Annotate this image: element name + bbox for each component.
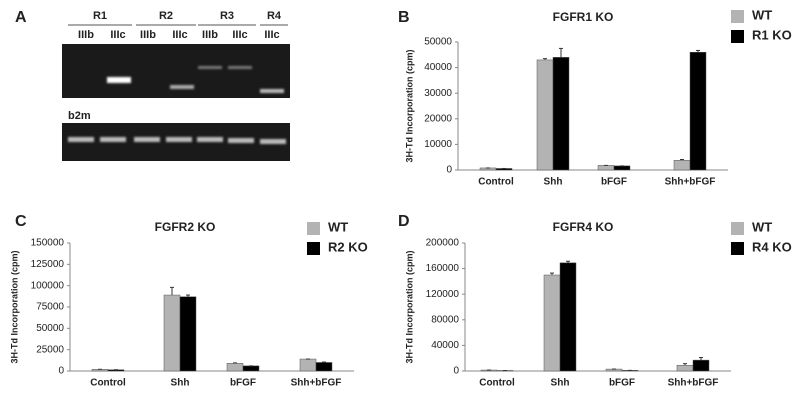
legend-swatch xyxy=(731,10,744,23)
bar xyxy=(673,160,691,171)
panel-label: C xyxy=(15,213,27,230)
chart-title: FGFR4 KO xyxy=(553,220,614,234)
y-tick-label: 125000 xyxy=(31,259,65,270)
bar xyxy=(676,364,694,372)
legend-swatch xyxy=(731,242,744,255)
x-tick-label: bFGF xyxy=(230,378,256,389)
legend-swatch xyxy=(731,222,744,235)
bar xyxy=(536,59,554,171)
band xyxy=(260,89,284,93)
y-tick-label: 160000 xyxy=(426,263,460,274)
panel-label: A xyxy=(15,9,27,26)
lane-label: IIIb xyxy=(140,29,156,41)
legend-label: WT xyxy=(752,219,772,234)
band xyxy=(100,137,126,142)
x-tick-label: Shh xyxy=(551,378,570,389)
y-tick-label: 150000 xyxy=(31,238,65,249)
y-tick-label: 40000 xyxy=(431,340,459,351)
y-tick-label: 0 xyxy=(58,366,64,377)
legend-label: R4 KO xyxy=(752,239,792,254)
bar xyxy=(163,294,181,372)
lane-label: IIIb xyxy=(202,29,218,41)
band xyxy=(228,66,252,69)
bar xyxy=(559,262,577,372)
chart-title: FGFR2 KO xyxy=(155,220,216,234)
lane-label: IIIc xyxy=(172,29,187,41)
legend-swatch xyxy=(731,30,744,43)
x-tick-label: Control xyxy=(479,378,515,389)
legend-swatch xyxy=(307,222,320,235)
x-tick-label: Shh+bFGF xyxy=(665,177,716,188)
y-axis-label: 3H-Td Incorporation (cpm) xyxy=(404,50,414,163)
legend-label: R2 KO xyxy=(328,239,368,254)
band xyxy=(134,137,160,142)
bar xyxy=(692,359,710,372)
y-tick-label: 0 xyxy=(446,165,452,176)
group-label: R2 xyxy=(159,10,173,22)
bar xyxy=(543,274,561,372)
lane-label: IIIb xyxy=(78,29,94,41)
legend-label: WT xyxy=(752,7,772,22)
band xyxy=(107,77,131,83)
band xyxy=(197,137,223,142)
panel-label: B xyxy=(398,9,410,26)
bands xyxy=(68,66,286,144)
band xyxy=(166,137,192,142)
lane-label: IIIc xyxy=(264,29,279,41)
y-tick-label: 50000 xyxy=(424,37,452,48)
y-axis-label: 3H-Td Incorporation (cpm) xyxy=(9,251,19,364)
group-label: R3 xyxy=(220,10,234,22)
y-tick-label: 40000 xyxy=(424,62,452,73)
panel-label: D xyxy=(398,213,410,230)
y-tick-label: 30000 xyxy=(424,88,452,99)
y-tick-label: 80000 xyxy=(431,314,459,325)
y-tick-label: 200000 xyxy=(426,238,460,249)
group-label: R1 xyxy=(93,10,107,22)
y-tick-label: 75000 xyxy=(36,302,64,313)
bar xyxy=(242,365,260,372)
x-tick-label: Control xyxy=(90,378,126,389)
y-tick-label: 10000 xyxy=(424,139,452,150)
bar xyxy=(597,165,615,171)
y-tick-label: 50000 xyxy=(36,323,64,334)
band xyxy=(68,137,94,142)
bar xyxy=(226,363,244,372)
x-tick-label: Shh+bFGF xyxy=(291,378,342,389)
group-label: R4 xyxy=(267,10,282,22)
x-tick-label: Shh xyxy=(544,177,563,188)
bar xyxy=(552,57,570,171)
x-tick-label: Shh+bFGF xyxy=(668,378,719,389)
bar xyxy=(315,362,333,372)
band xyxy=(228,138,254,143)
band xyxy=(260,139,286,144)
x-tick-label: bFGF xyxy=(601,177,627,188)
y-tick-label: 25000 xyxy=(36,344,64,355)
legend-label: WT xyxy=(328,219,348,234)
bar xyxy=(299,358,317,372)
bar xyxy=(613,165,631,171)
gel-top xyxy=(62,44,290,98)
band xyxy=(170,85,194,89)
y-axis-label: 3H-Td Incorporation (cpm) xyxy=(404,251,414,364)
y-tick-label: 0 xyxy=(453,366,459,377)
legend-swatch xyxy=(307,242,320,255)
y-tick-label: 20000 xyxy=(424,113,452,124)
legend-label: R1 KO xyxy=(752,27,792,42)
x-tick-label: Control xyxy=(478,177,514,188)
x-tick-label: bFGF xyxy=(609,378,635,389)
lane-label: IIIc xyxy=(232,29,247,41)
control-label: b2m xyxy=(68,110,91,122)
band xyxy=(198,66,222,69)
bar xyxy=(179,296,197,372)
chart-title: FGFR1 KO xyxy=(553,10,614,24)
y-tick-label: 120000 xyxy=(426,289,460,300)
bar xyxy=(689,51,707,171)
y-tick-label: 100000 xyxy=(31,280,65,291)
lane-label: IIIc xyxy=(110,29,125,41)
x-tick-label: Shh xyxy=(171,378,190,389)
